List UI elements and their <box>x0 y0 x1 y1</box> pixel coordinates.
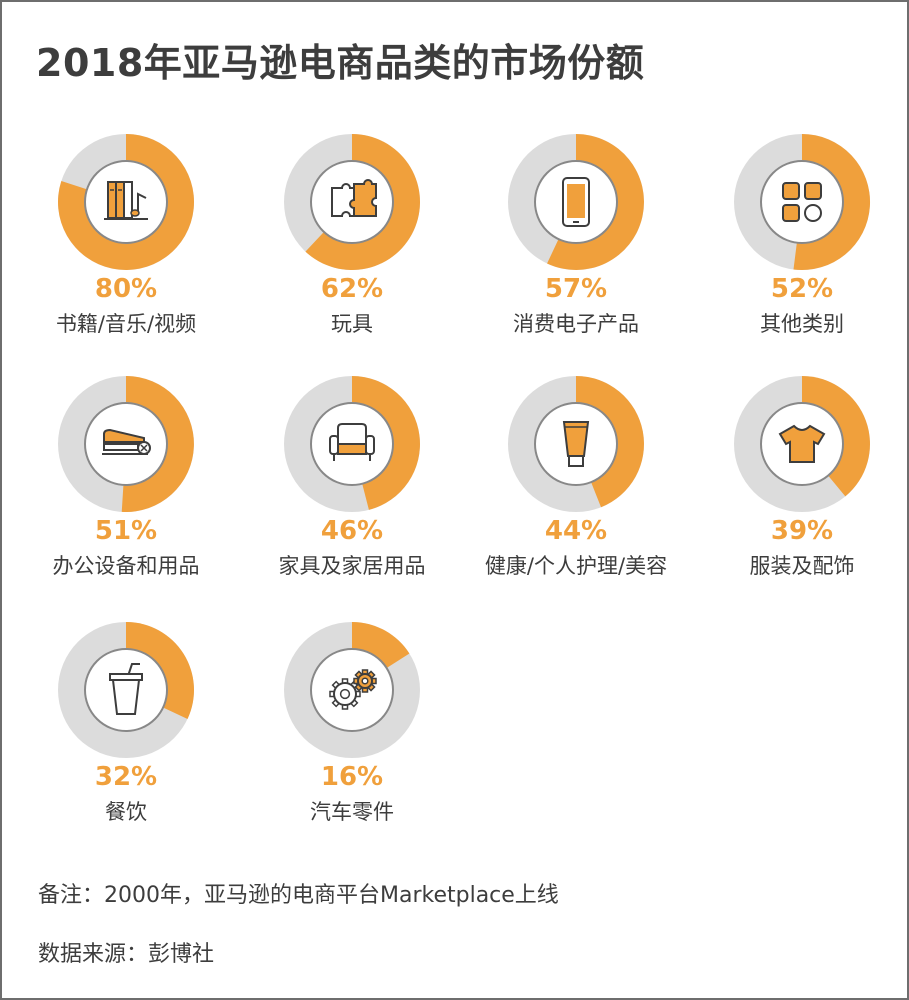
category-label: 餐饮 <box>105 800 147 824</box>
donut-item: 51% 办公设备和用品 <box>16 374 236 604</box>
category-label: 健康/个人护理/美容 <box>484 554 668 578</box>
donut-chart <box>508 134 644 270</box>
donut-item: 46% 家具及家居用品 <box>242 374 462 604</box>
donut-chart <box>284 376 420 512</box>
armchair-icon <box>329 423 375 461</box>
donut-chart <box>58 376 194 512</box>
donut-chart <box>734 133 871 270</box>
category-label: 家具及家居用品 <box>278 554 426 578</box>
percent-label: 16% <box>320 762 384 792</box>
donut-item: 52% 其他类别 <box>692 132 909 362</box>
books-music-icon <box>104 181 148 220</box>
category-label: 书籍/音乐/视频 <box>55 312 197 336</box>
stapler-icon <box>102 428 151 455</box>
donut-chart <box>284 134 420 270</box>
category-label: 汽车零件 <box>310 800 394 824</box>
grid-apps-icon <box>782 182 822 222</box>
percent-label: 52% <box>770 274 834 304</box>
category-label: 玩具 <box>331 312 373 336</box>
percent-label: 39% <box>770 516 834 546</box>
percent-label: 57% <box>544 274 608 304</box>
category-label: 消费电子产品 <box>513 312 639 336</box>
category-label: 其他类别 <box>760 312 844 336</box>
percent-label: 46% <box>320 516 384 546</box>
donut-chart <box>284 622 420 758</box>
donut-item: 32% 餐饮 <box>16 620 236 850</box>
donut-item: 62% 玩具 <box>242 132 462 362</box>
donut-chart <box>734 376 870 512</box>
category-label: 办公设备和用品 <box>52 554 200 578</box>
drink-cup-icon <box>109 663 143 715</box>
donut-item: 80% 书籍/音乐/视频 <box>16 132 236 362</box>
donut-hole <box>760 160 844 244</box>
chart-title: 2018年亚马逊电商品类的市场份额 <box>36 41 645 85</box>
percent-label: 44% <box>544 516 608 546</box>
donut-item: 57% 消费电子产品 <box>466 132 686 362</box>
percent-label: 62% <box>320 274 384 304</box>
remark-note: 备注：2000年，亚马逊的电商平台Marketplace上线 <box>38 883 559 908</box>
donut-chart <box>58 622 195 758</box>
donut-item: 39% 服装及配饰 <box>692 374 909 604</box>
percent-label: 32% <box>94 762 158 792</box>
donut-item: 44% 健康/个人护理/美容 <box>466 374 686 604</box>
gears-icon <box>329 669 377 710</box>
tshirt-icon <box>778 424 826 463</box>
donut-chart <box>58 134 195 270</box>
donut-chart <box>508 376 644 512</box>
percent-label: 51% <box>94 516 158 546</box>
source-note: 数据来源：彭博社 <box>38 942 215 967</box>
percent-label: 80% <box>94 274 158 304</box>
smartphone-icon <box>562 177 590 227</box>
lotion-tube-icon <box>562 421 590 467</box>
donut-item: 16% 汽车零件 <box>242 620 462 850</box>
puzzle-icon <box>331 179 377 217</box>
category-label: 服装及配饰 <box>749 554 855 578</box>
